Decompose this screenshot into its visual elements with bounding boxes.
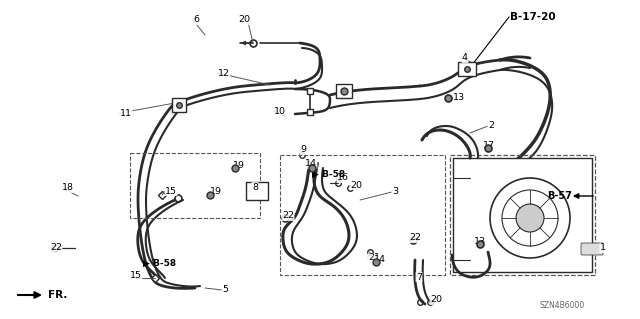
Text: 11: 11	[120, 108, 132, 117]
Bar	[336, 84, 352, 98]
Text: 19: 19	[210, 187, 222, 196]
Text: 21: 21	[368, 254, 380, 263]
Text: 7: 7	[416, 272, 422, 281]
Text: 13: 13	[453, 93, 465, 102]
Text: 9: 9	[300, 145, 306, 154]
Text: 14: 14	[374, 256, 386, 264]
Text: 20: 20	[430, 295, 442, 305]
FancyBboxPatch shape	[453, 158, 592, 272]
Text: B-17-20: B-17-20	[510, 12, 556, 22]
Text: FR.: FR.	[48, 290, 67, 300]
Text: 5: 5	[222, 286, 228, 294]
Bar	[450, 155, 595, 275]
Bar	[280, 155, 445, 275]
Text: 2: 2	[488, 122, 494, 130]
Text: ▶ B-58: ▶ B-58	[143, 258, 176, 268]
Text: 14: 14	[305, 160, 317, 168]
Text: 8: 8	[252, 182, 258, 191]
Text: 1: 1	[600, 243, 606, 253]
Text: 13: 13	[474, 236, 486, 246]
Text: 16: 16	[337, 174, 349, 182]
Text: 3: 3	[392, 188, 398, 197]
Text: 17: 17	[483, 142, 495, 151]
Text: 18: 18	[62, 183, 74, 192]
FancyBboxPatch shape	[246, 182, 268, 200]
Circle shape	[502, 190, 558, 246]
Text: 15: 15	[130, 271, 142, 280]
Text: 15: 15	[165, 187, 177, 196]
Circle shape	[516, 204, 544, 232]
Bar	[172, 98, 186, 112]
Text: 10: 10	[274, 107, 286, 115]
Text: B-57: B-57	[547, 191, 572, 201]
Bar	[458, 62, 476, 76]
Text: SZN4B6000: SZN4B6000	[540, 301, 585, 310]
Text: 4: 4	[462, 54, 468, 63]
Text: 12: 12	[218, 69, 230, 78]
Text: ▶ B-58: ▶ B-58	[312, 169, 345, 179]
Text: 22: 22	[282, 211, 294, 220]
Text: 20: 20	[238, 16, 250, 25]
Text: 19: 19	[233, 160, 245, 169]
Circle shape	[490, 178, 570, 258]
Bar	[130, 153, 260, 218]
Text: 22: 22	[409, 234, 421, 242]
Text: 6: 6	[193, 16, 199, 25]
FancyBboxPatch shape	[581, 243, 603, 255]
Text: 20: 20	[350, 181, 362, 189]
Text: 22: 22	[50, 243, 62, 253]
